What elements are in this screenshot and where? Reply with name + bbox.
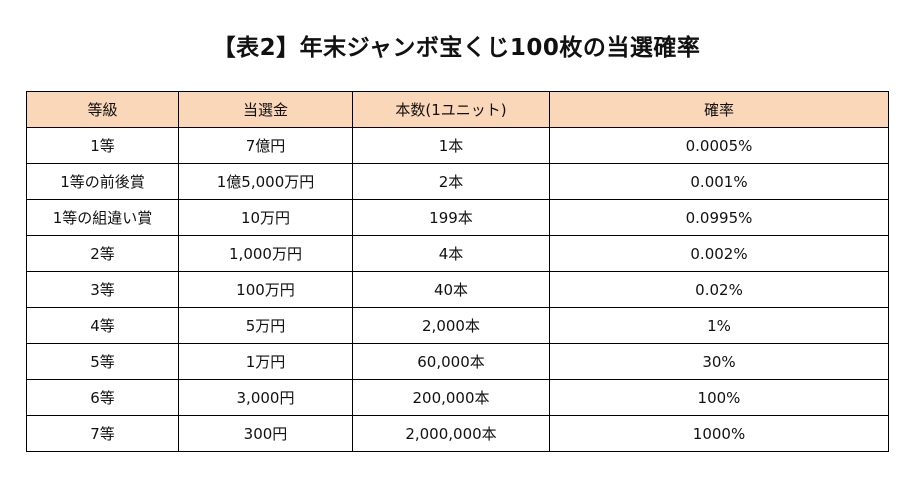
cell-ticket-count: 199本: [352, 199, 550, 236]
cell-grade: 2等: [26, 235, 179, 272]
cell-grade: 5等: [26, 343, 179, 380]
cell-grade: 1等の前後賞: [26, 163, 179, 200]
cell-grade: 4等: [26, 307, 179, 344]
table-header: 等級 当選金 本数(1ユニット) 確率: [26, 91, 889, 128]
table-row: 2等 1,000万円 4本 0.002%: [26, 235, 889, 272]
cell-prize-amount: 1万円: [178, 343, 353, 380]
table-row: 3等 100万円 40本 0.02%: [26, 271, 889, 308]
cell-probability: 1000%: [549, 415, 889, 452]
cell-prize-amount: 3,000円: [178, 379, 353, 416]
table-row: 1等の組違い賞 10万円 199本 0.0995%: [26, 199, 889, 236]
cell-probability: 100%: [549, 379, 889, 416]
cell-prize-amount: 1億5,000万円: [178, 163, 353, 200]
header-probability: 確率: [549, 91, 889, 128]
cell-probability: 0.0995%: [549, 199, 889, 236]
cell-ticket-count: 2,000,000本: [352, 415, 550, 452]
cell-grade: 7等: [26, 415, 179, 452]
cell-prize-amount: 1,000万円: [178, 235, 353, 272]
cell-probability: 30%: [549, 343, 889, 380]
cell-grade: 6等: [26, 379, 179, 416]
table-body: 1等 7億円 1本 0.0005% 1等の前後賞 1億5,000万円 2本 0.…: [26, 127, 889, 452]
cell-ticket-count: 60,000本: [352, 343, 550, 380]
header-row: 等級 当選金 本数(1ユニット) 確率: [26, 91, 889, 128]
cell-ticket-count: 1本: [352, 127, 550, 164]
table-row: 7等 300円 2,000,000本 1000%: [26, 415, 889, 452]
cell-probability: 1%: [549, 307, 889, 344]
table-row: 1等の前後賞 1億5,000万円 2本 0.001%: [26, 163, 889, 200]
cell-prize-amount: 100万円: [178, 271, 353, 308]
cell-grade: 3等: [26, 271, 179, 308]
header-grade: 等級: [26, 91, 179, 128]
cell-ticket-count: 2,000本: [352, 307, 550, 344]
cell-ticket-count: 4本: [352, 235, 550, 272]
header-prize-amount: 当選金: [178, 91, 353, 128]
cell-probability: 0.02%: [549, 271, 889, 308]
cell-ticket-count: 200,000本: [352, 379, 550, 416]
cell-prize-amount: 5万円: [178, 307, 353, 344]
table-row: 6等 3,000円 200,000本 100%: [26, 379, 889, 416]
cell-prize-amount: 300円: [178, 415, 353, 452]
cell-grade: 1等の組違い賞: [26, 199, 179, 236]
cell-probability: 0.0005%: [549, 127, 889, 164]
header-ticket-count: 本数(1ユニット): [352, 91, 550, 128]
table-row: 1等 7億円 1本 0.0005%: [26, 127, 889, 164]
page-title: 【表2】年末ジャンボ宝くじ100枚の当選確率: [212, 35, 701, 61]
prize-probability-table: 等級 当選金 本数(1ユニット) 確率 1等 7億円 1本 0.0005% 1等…: [26, 91, 889, 452]
cell-grade: 1等: [26, 127, 179, 164]
table-row: 5等 1万円 60,000本 30%: [26, 343, 889, 380]
cell-ticket-count: 40本: [352, 271, 550, 308]
cell-prize-amount: 7億円: [178, 127, 353, 164]
cell-probability: 0.002%: [549, 235, 889, 272]
cell-probability: 0.001%: [549, 163, 889, 200]
cell-prize-amount: 10万円: [178, 199, 353, 236]
table-row: 4等 5万円 2,000本 1%: [26, 307, 889, 344]
cell-ticket-count: 2本: [352, 163, 550, 200]
